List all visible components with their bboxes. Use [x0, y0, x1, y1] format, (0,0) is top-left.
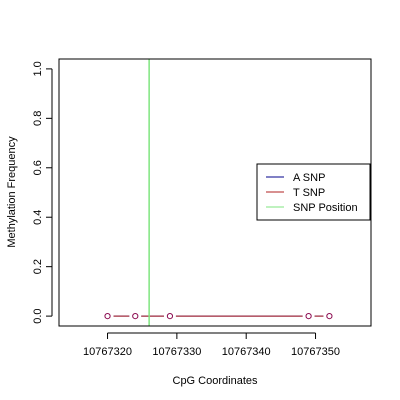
legend-label: SNP Position	[293, 202, 358, 214]
y-tick-label: 0.2	[32, 259, 44, 274]
y-tick-label: 0.4	[32, 210, 44, 225]
data-point	[104, 313, 111, 320]
x-tick-label: 10767340	[222, 346, 271, 358]
y-axis-title: Methylation Frequency	[6, 136, 18, 248]
y-tick-label: 1.0	[32, 61, 44, 76]
data-point	[326, 313, 333, 320]
y-tick-label: 0.0	[32, 308, 44, 323]
data-point	[132, 313, 139, 320]
y-tick-label: 0.6	[32, 160, 44, 175]
x-tick-label: 10767320	[83, 346, 132, 358]
plot-frame	[58, 58, 372, 327]
data-point	[166, 313, 174, 320]
y-tick-label: 0.8	[32, 111, 44, 126]
legend-label: T SNP	[293, 187, 325, 199]
axes: 10767320 10767330 10767340 10767350 0.0 0.2 0.…	[32, 61, 340, 358]
plot-marks	[104, 59, 333, 326]
x-tick-label: 10767330	[152, 346, 201, 358]
legend: A SNP T SNP SNP Position	[256, 163, 371, 221]
x-axis-title: CpG Coordinates	[173, 375, 258, 387]
legend-label: A SNP	[293, 172, 325, 184]
x-tick-label: 10767350	[291, 346, 340, 358]
data-point	[305, 313, 312, 320]
